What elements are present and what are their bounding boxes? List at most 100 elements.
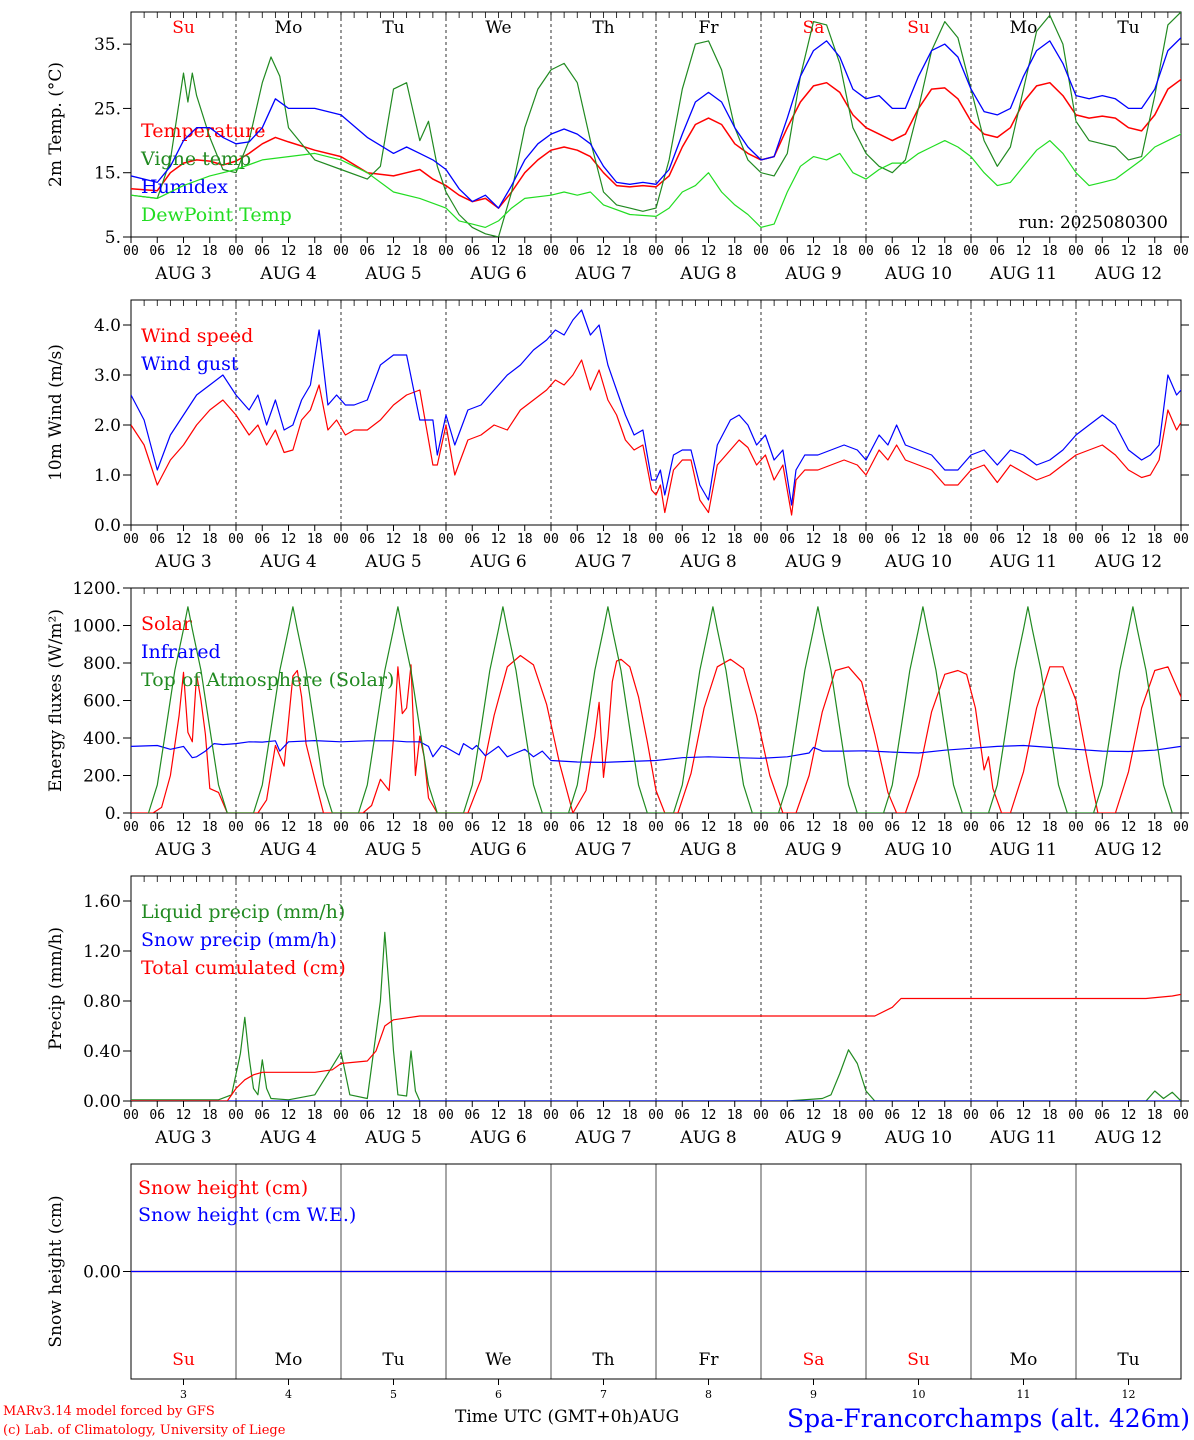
hour-tick-label: 18 [727,244,743,259]
hour-tick-label: 18 [832,820,848,835]
weekday-label: Su [907,18,930,38]
y-axis-label: Snow height (cm) [46,1195,66,1347]
hour-tick-label: 12 [806,820,822,835]
hour-tick-label: 18 [622,1108,638,1123]
hour-tick-label: 12 [1121,1108,1137,1123]
y-tick-label: 0.00 [83,1263,121,1283]
legend-entry: Snow height (cm W.E.) [138,1204,356,1226]
legend-entry: DewPoint Temp [141,204,292,226]
chart-panel-3: 0. 200. 400. 600. 800. 1000. 1200. Energy fluxe… [46,579,1189,860]
hour-tick-label: 18 [937,1108,953,1123]
hour-tick-label: 12 [281,820,297,835]
plot-frame [130,587,1182,814]
hour-tick-label: 18 [727,532,743,547]
hour-tick-label: 00 [648,532,664,547]
hour-tick-label: 18 [937,244,953,259]
y-axis-label: Precip (mm/h) [46,927,66,1050]
hour-tick-label: 00 [123,532,139,547]
hour-tick-label: 00 [543,1108,559,1123]
series-line-wind-speed [131,359,1181,516]
day-number-label: 12 [1122,1388,1136,1401]
hour-tick-label: 06 [149,1108,165,1123]
hour-tick-label: 12 [1016,532,1032,547]
hour-tick-label: 00 [753,244,769,259]
date-label: AUG 3 [154,552,211,572]
station-title: Spa-Francorchamps (alt. 426m) [787,1404,1190,1433]
hour-tick-label: 06 [884,244,900,259]
y-tick-label: 5. [105,228,121,248]
hour-tick-label: 06 [1094,1108,1110,1123]
y-tick-label: 2.0 [94,416,121,436]
hour-tick-label: 18 [202,1108,218,1123]
hour-tick-label: 18 [727,1108,743,1123]
weekday-label: Th [592,18,614,38]
weekday-label: Mo [275,1350,303,1370]
date-label: AUG 4 [259,1128,316,1148]
hour-tick-label: 12 [701,244,717,259]
hour-tick-label: 18 [1147,1108,1163,1123]
hour-tick-label: 18 [937,532,953,547]
legend-entry: Solar [141,613,193,635]
hour-tick-label: 18 [412,244,428,259]
hour-tick-label: 12 [1016,244,1032,259]
hour-tick-label: 18 [1042,244,1058,259]
hour-tick-label: 12 [386,820,402,835]
weekday-label: Su [172,18,195,38]
hour-tick-label: 12 [911,1108,927,1123]
hour-tick-label: 00 [753,532,769,547]
date-label: AUG 6 [469,264,526,284]
hour-tick-label: 00 [858,820,874,835]
hour-tick-label: 00 [1173,244,1189,259]
day-number-label: 3 [180,1388,187,1401]
date-label: AUG 6 [469,840,526,860]
date-label: AUG 5 [364,1128,421,1148]
day-number-label: 11 [1017,1388,1031,1401]
day-number-label: 5 [390,1388,397,1401]
hour-tick-label: 12 [701,532,717,547]
hour-tick-label: 12 [491,820,507,835]
hour-tick-label: 06 [569,532,585,547]
y-axis-label: 10m Wind (m/s) [46,344,66,481]
series-line-wind-gust [131,309,1181,506]
hour-tick-label: 12 [596,1108,612,1123]
weekday-label: We [485,1350,511,1370]
date-label: AUG 5 [364,264,421,284]
hour-tick-label: 00 [963,820,979,835]
y-tick-label: 1000. [72,617,121,637]
date-label: AUG 9 [784,264,841,284]
hour-tick-label: 12 [281,532,297,547]
y-tick-label: 0.80 [83,992,121,1012]
y-tick-label: 35. [94,35,121,55]
weekday-label: Mo [1010,18,1038,38]
hour-tick-label: 06 [359,244,375,259]
weekday-label: We [485,18,511,38]
weekday-label: Sa [803,18,825,38]
hour-tick-label: 12 [1016,820,1032,835]
hour-tick-label: 18 [202,532,218,547]
date-label: AUG 3 [154,264,211,284]
hour-tick-label: 18 [412,820,428,835]
hour-tick-label: 00 [438,820,454,835]
hour-tick-label: 12 [806,1108,822,1123]
date-label: AUG 4 [259,840,316,860]
hour-tick-label: 00 [963,244,979,259]
hour-tick-label: 06 [254,820,270,835]
hour-tick-label: 06 [464,244,480,259]
y-tick-label: 4.0 [94,316,121,336]
date-label: AUG 12 [1094,840,1162,860]
hour-tick-label: 18 [517,820,533,835]
credit-line-1: MARv3.14 model forced by GFS [3,1404,215,1419]
series-line-dewpoint-temp [131,133,1181,228]
y-tick-label: 15. [94,164,121,184]
hour-tick-label: 00 [543,532,559,547]
weekday-label: Su [907,1350,930,1370]
date-label: AUG 3 [154,840,211,860]
hour-tick-label: 06 [149,532,165,547]
legend-entry: Wind gust [141,353,239,375]
hour-tick-label: 06 [674,820,690,835]
weekday-label: Tu [1117,18,1139,38]
hour-tick-label: 06 [254,532,270,547]
day-number-label: 7 [600,1388,607,1401]
series-line-total-cumulated-cm- [131,993,1181,1101]
